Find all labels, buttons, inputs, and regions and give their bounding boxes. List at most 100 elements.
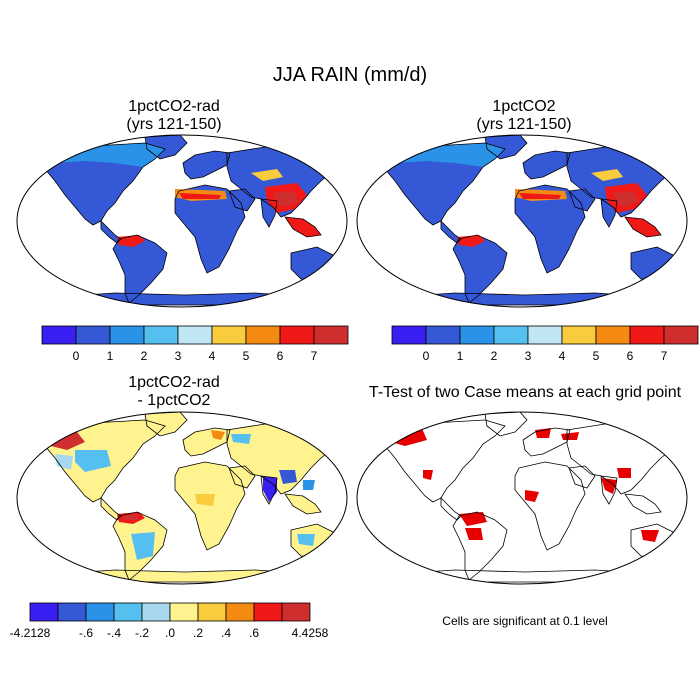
panel4-title-line1: T-Test of two Case means at each grid po… xyxy=(368,384,682,401)
colorbar-right-svg: 0 1 2 3 4 5 6 7 xyxy=(391,325,699,363)
coastline-central-america xyxy=(100,220,122,244)
map-1pctco2-svg xyxy=(356,134,688,308)
significant-cells-8 xyxy=(525,490,539,502)
rain-region-5 xyxy=(613,191,639,207)
colorbar-diff-box-6 xyxy=(197,602,227,622)
colorbar-right-box-7 xyxy=(629,325,665,345)
coastline-arabia xyxy=(228,465,256,489)
coastline-south-america xyxy=(452,234,508,304)
colorbar-diff-label-5: .2 xyxy=(193,626,203,640)
rain-region-5 xyxy=(273,191,299,207)
land-se-asia xyxy=(285,494,321,514)
colorbar-left-box-4 xyxy=(177,325,213,345)
colorbar-difference: -4.2128 -.6 -.4 -.2 .0 .2 .4 .6 4.4258 xyxy=(10,602,330,649)
coastline-central-america xyxy=(440,497,462,521)
map-border xyxy=(16,411,348,585)
colorbar-rain-left: 0 1 2 3 4 5 6 7 xyxy=(22,325,368,372)
panel2-title: 1pctCO2 (yrs 121-150) xyxy=(390,98,658,134)
colorbar-left-label-3: 3 xyxy=(175,349,182,363)
coastline-africa xyxy=(174,184,246,274)
coastline-greenland xyxy=(484,135,528,160)
colorbar-diff-svg: -4.2128 -.6 -.4 -.2 .0 .2 .4 .6 4.4258 xyxy=(10,602,329,640)
colorbar-diff-label-6: .4 xyxy=(221,626,231,640)
coastline-se-asia xyxy=(624,493,662,515)
coastline-africa xyxy=(514,461,586,551)
coastline-north-america xyxy=(384,142,506,226)
colorbar-diff-box-7 xyxy=(225,602,255,622)
colorbar-right-box-4 xyxy=(527,325,563,345)
ttest-significance-note: Cells are significant at 0.1 level xyxy=(442,614,608,628)
colorbar-right-label-6: 6 xyxy=(627,349,634,363)
land-europe xyxy=(183,151,230,179)
coastline-europe xyxy=(182,150,231,180)
map-difference-layers xyxy=(17,412,347,584)
map-border xyxy=(16,134,348,308)
figure-title: JJA RAIN (mm/d) xyxy=(272,64,428,86)
colorbar-left-box-0 xyxy=(41,325,77,345)
diff-region-8 xyxy=(195,494,215,506)
panel3-title-line2: - 1pctCO2 xyxy=(137,392,211,409)
colorbar-diff-box-3 xyxy=(113,602,143,622)
rain-region-8 xyxy=(315,157,333,169)
panel1-title: 1pctCO2-rad (yrs 121-150) xyxy=(40,98,308,134)
coastline-india xyxy=(600,475,618,505)
coastline-europe xyxy=(522,150,571,180)
colorbar-diff-label-0: -4.2128 xyxy=(10,626,51,640)
diff-region-10 xyxy=(231,434,251,444)
land-europe xyxy=(523,151,570,179)
coastline-se-asia xyxy=(284,216,322,238)
map-1pctco2-rad-layers xyxy=(17,135,347,307)
panel2-title-line1: 1pctCO2 xyxy=(492,98,556,115)
colorbar-diff-box-9 xyxy=(281,602,311,622)
coastline-se-asia xyxy=(624,216,662,238)
map-border xyxy=(356,134,688,308)
map-panel-difference xyxy=(15,410,349,586)
rain-region-2 xyxy=(179,193,221,199)
coastline-india xyxy=(260,198,278,228)
map-panel-1pctco2 xyxy=(355,133,689,309)
map-1pctco2-layers xyxy=(357,135,687,307)
colorbar-left-label-7: 7 xyxy=(311,349,318,363)
colorbar-right-label-7: 7 xyxy=(661,349,668,363)
diff-region-9 xyxy=(211,430,225,440)
colorbar-right-box-0 xyxy=(391,325,427,345)
colorbar-right-box-1 xyxy=(425,325,461,345)
colorbar-diff-box-8 xyxy=(253,602,283,622)
coastline-india xyxy=(260,475,278,505)
coastline-greenland xyxy=(484,412,528,437)
significant-cells-10 xyxy=(653,434,665,442)
land-se-asia xyxy=(625,494,661,514)
map-ttest-svg xyxy=(356,411,688,585)
map-panel-1pctco2-rad xyxy=(15,133,349,309)
colorbar-right-label-4: 4 xyxy=(559,349,566,363)
diff-region-12 xyxy=(297,534,315,546)
colorbar-left-box-8 xyxy=(313,325,349,345)
colorbar-left-box-3 xyxy=(143,325,179,345)
colorbar-diff-box-4 xyxy=(141,602,171,622)
coastline-europe xyxy=(182,427,231,457)
significant-cells-5 xyxy=(535,428,551,438)
colorbar-left-label-1: 1 xyxy=(107,349,114,363)
coastline-north-america xyxy=(44,419,166,503)
rain-region-7 xyxy=(591,169,623,181)
significant-cells-2 xyxy=(465,528,483,540)
significant-cells-7 xyxy=(641,530,659,542)
coastline-india xyxy=(600,198,618,228)
coastline-arabia xyxy=(228,188,256,212)
coastline-europe xyxy=(522,427,571,457)
rain-region-6 xyxy=(285,217,321,237)
coastline-africa xyxy=(514,184,586,274)
panel4-title: T-Test of two Case means at each grid po… xyxy=(355,384,695,402)
diff-region-4 xyxy=(279,470,297,484)
significant-cells-9 xyxy=(423,470,433,480)
diff-region-5 xyxy=(75,450,111,472)
colorbar-left-label-0: 0 xyxy=(73,349,80,363)
significant-cells-6 xyxy=(561,432,579,440)
coastline-north-america xyxy=(44,142,166,226)
colorbar-diff-label-8: 4.4258 xyxy=(292,626,329,640)
colorbar-diff-label-2: -.4 xyxy=(107,626,121,640)
colorbar-left-box-2 xyxy=(109,325,145,345)
rain-region-7 xyxy=(251,169,283,181)
diff-region-11 xyxy=(303,480,315,490)
coastline-central-america xyxy=(440,220,462,244)
